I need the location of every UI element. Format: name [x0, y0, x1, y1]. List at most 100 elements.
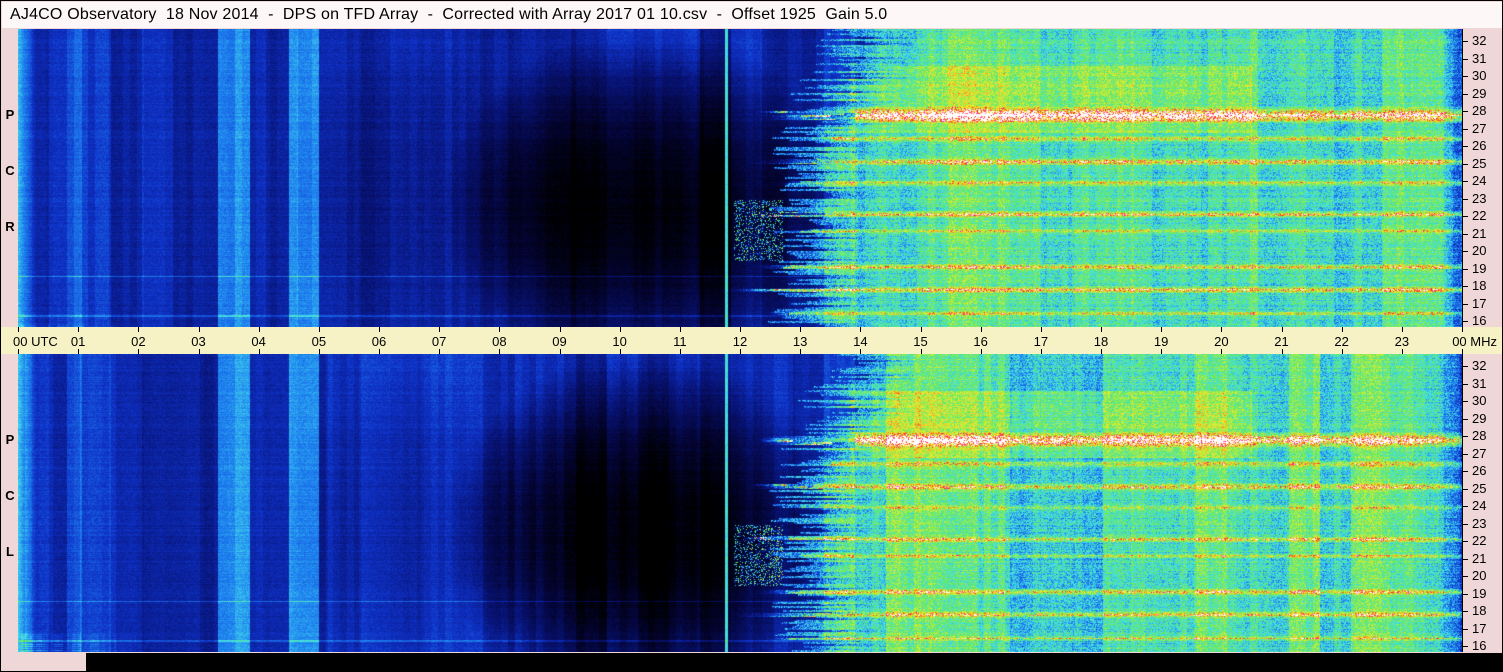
freq-label: 30 — [1472, 68, 1487, 83]
freq-tick — [1463, 146, 1468, 147]
time-label: 03 — [191, 334, 206, 349]
time-tick — [1040, 327, 1042, 332]
panel-label-char: P — [5, 432, 15, 447]
freq-tick — [1463, 286, 1468, 287]
time-label: 04 — [251, 334, 266, 349]
freq-tick — [1463, 646, 1468, 647]
freq-label: 21 — [1472, 550, 1487, 566]
freq-tick — [1463, 163, 1468, 165]
time-tick — [258, 327, 260, 332]
time-tick — [318, 349, 320, 354]
time-tick — [78, 327, 80, 332]
time-tick — [78, 349, 80, 354]
freq-label: 22 — [1472, 208, 1487, 223]
time-tick — [679, 349, 681, 354]
time-tick — [379, 327, 380, 332]
freq-tick — [1463, 541, 1468, 542]
page-title: AJ4CO Observatory 18 Nov 2014 - DPS on T… — [10, 6, 888, 23]
time-label: 13 — [792, 334, 808, 349]
freq-tick — [1463, 216, 1468, 217]
freq-label: 32 — [1472, 358, 1487, 373]
time-tick — [138, 327, 140, 332]
freq-tick — [1463, 471, 1468, 472]
time-tick — [1401, 349, 1403, 354]
time-label: 11 — [673, 334, 687, 349]
spectrogram-canvas-lcp — [18, 354, 1462, 652]
freq-label: 17 — [1472, 620, 1487, 636]
freq-tick — [1463, 111, 1468, 112]
panel-label-rcp: P C R — [3, 107, 17, 234]
time-tick — [1341, 349, 1343, 354]
time-tick — [499, 327, 501, 332]
freq-tick — [1463, 453, 1468, 455]
time-tick — [800, 349, 802, 354]
freq-tick — [1463, 76, 1468, 77]
freq-label: 32 — [1472, 33, 1487, 48]
time-tick — [138, 349, 140, 354]
time-tick — [499, 349, 501, 354]
panel-label-char: C — [5, 488, 15, 503]
freq-tick — [1463, 198, 1468, 200]
time-tick — [18, 327, 19, 332]
time-label: 19 — [1153, 334, 1169, 349]
time-tick — [800, 327, 802, 332]
time-label: 15 — [913, 334, 928, 349]
freq-label: 18 — [1472, 603, 1487, 618]
time-label: 23 — [1394, 334, 1410, 349]
time-tick — [198, 349, 200, 354]
freq-tick — [1463, 321, 1468, 322]
freq-label: 27 — [1472, 445, 1487, 461]
time-label: 02 — [131, 334, 146, 349]
freq-label: 23 — [1472, 190, 1487, 206]
time-label: 22 — [1334, 334, 1349, 349]
panel-label-lcp: P C L — [3, 432, 17, 559]
freq-label: 17 — [1472, 295, 1487, 311]
time-tick — [1462, 349, 1463, 354]
time-axis-end-label: 00 MHz — [1452, 334, 1497, 349]
time-label: 21 — [1274, 334, 1289, 349]
freq-tick — [1463, 233, 1468, 235]
time-tick — [980, 327, 982, 332]
time-tick — [1161, 327, 1163, 332]
time-label: 10 — [612, 334, 627, 349]
freq-label: 18 — [1472, 278, 1487, 293]
freq-tick — [1463, 93, 1468, 95]
panel-label-char: R — [5, 219, 15, 234]
time-tick — [18, 349, 19, 354]
freq-label: 20 — [1472, 243, 1487, 258]
freq-tick — [1463, 593, 1468, 595]
panel-label-char: C — [5, 163, 15, 178]
time-label: 01 — [70, 334, 86, 349]
freq-label: 24 — [1472, 498, 1487, 513]
freq-label: 21 — [1472, 225, 1487, 241]
footer-bar — [86, 653, 1502, 671]
freq-label: 16 — [1472, 313, 1487, 328]
freq-tick — [1463, 303, 1468, 305]
freq-tick — [1463, 128, 1468, 130]
time-tick — [920, 327, 922, 332]
freq-tick — [1463, 41, 1468, 42]
time-tick — [1341, 327, 1343, 332]
freq-tick — [1463, 488, 1468, 490]
freq-tick — [1463, 58, 1468, 60]
time-tick — [258, 349, 260, 354]
time-tick — [1462, 327, 1463, 332]
freq-tick — [1463, 506, 1468, 507]
time-tick — [559, 349, 561, 354]
time-tick — [318, 327, 320, 332]
freq-tick — [1463, 268, 1468, 270]
freq-tick — [1463, 558, 1468, 560]
freq-label: 24 — [1472, 173, 1487, 188]
freq-label: 31 — [1472, 50, 1487, 66]
time-label: 18 — [1093, 334, 1109, 349]
time-axis: 00 UTC 00 MHz 01 02 03 04 05 06 07 08 09 10 11 12 13… — [1, 327, 1502, 354]
freq-label: 19 — [1472, 585, 1487, 601]
time-tick — [1281, 327, 1283, 332]
time-tick — [559, 327, 561, 332]
time-tick — [1101, 349, 1102, 354]
freq-label: 16 — [1472, 638, 1487, 653]
time-label: 12 — [732, 334, 748, 349]
freq-label: 29 — [1472, 85, 1487, 101]
time-tick — [619, 327, 621, 332]
time-label: 09 — [552, 334, 567, 349]
